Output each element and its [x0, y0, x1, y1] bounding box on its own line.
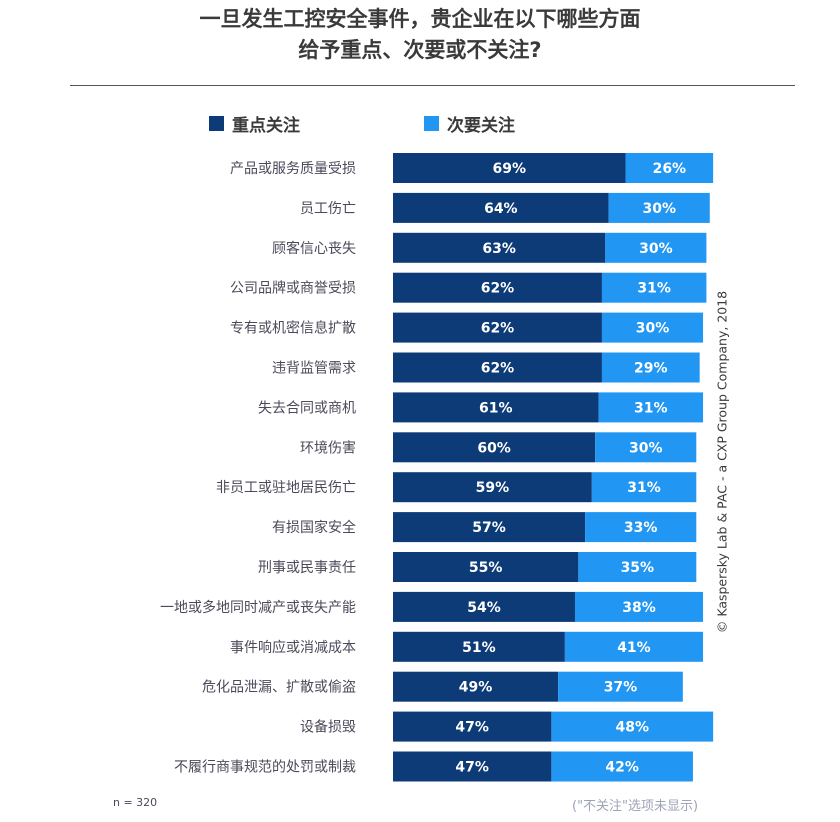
value-label-primary: 59%	[476, 480, 510, 496]
legend-label-secondary: 次要关注	[447, 116, 515, 136]
value-label-secondary: 35%	[621, 560, 655, 576]
value-label-secondary: 48%	[616, 720, 650, 736]
chart-title-line1: 一旦发生工控安全事件，贵企业在以下哪些方面	[199, 7, 641, 31]
bar-primary	[393, 631, 565, 662]
category-label: 刑事或民事责任	[258, 560, 356, 576]
bar-primary	[393, 472, 592, 503]
value-label-primary: 51%	[462, 640, 496, 656]
title-divider	[70, 85, 795, 86]
value-label-secondary: 30%	[636, 321, 670, 337]
value-label-secondary: 38%	[622, 600, 656, 616]
category-label: 公司品牌或商誉受损	[230, 280, 356, 297]
value-label-secondary: 26%	[653, 161, 687, 177]
category-label: 设备损毁	[300, 719, 356, 736]
value-label-secondary: 29%	[634, 361, 668, 377]
bar-secondary	[591, 472, 697, 503]
value-label-primary: 62%	[481, 281, 515, 297]
chart-title: 一旦发生工控安全事件，贵企业在以下哪些方面 给予重点、次要或不关注?	[0, 4, 840, 66]
value-label-primary: 47%	[455, 720, 489, 736]
bar-primary	[393, 392, 599, 423]
bar-secondary	[574, 591, 704, 622]
category-label: 产品或服务质量受损	[230, 161, 356, 177]
value-label-secondary: 30%	[639, 241, 673, 257]
bar-secondary	[605, 232, 707, 263]
category-label: 顾客信心丧失	[272, 240, 356, 257]
value-label-primary: 69%	[493, 161, 527, 177]
category-label: 不履行商事规范的处罚或制裁	[174, 759, 356, 776]
value-label-primary: 62%	[481, 361, 515, 377]
value-label-primary: 54%	[467, 600, 501, 616]
value-label-secondary: 30%	[642, 201, 676, 217]
legend-item-secondary: 次要关注	[424, 111, 515, 136]
legend-swatch-primary	[209, 116, 224, 131]
value-label-primary: 49%	[459, 680, 493, 696]
value-label-primary: 63%	[482, 241, 516, 257]
bar-primary	[393, 711, 552, 742]
bar-secondary	[601, 272, 707, 303]
value-label-primary: 64%	[484, 201, 518, 217]
chart-title-line2: 给予重点、次要或不关注?	[298, 38, 542, 62]
value-label-secondary: 31%	[627, 480, 661, 496]
category-label: 违背监管需求	[272, 361, 356, 377]
value-label-secondary: 37%	[604, 680, 638, 696]
bar-secondary	[564, 631, 704, 662]
value-label-primary: 57%	[472, 520, 506, 536]
bar-secondary	[625, 153, 714, 183]
bar-primary	[393, 591, 575, 622]
bar-secondary	[601, 312, 704, 343]
value-label-primary: 61%	[479, 400, 513, 416]
legend-item-primary: 重点关注	[209, 111, 300, 136]
category-label: 环境伤害	[300, 440, 356, 456]
not-shown-note: ("不关注"选项未显示)	[572, 799, 699, 814]
value-label-secondary: 31%	[634, 400, 668, 416]
bar-primary	[393, 153, 626, 183]
bar-primary	[393, 312, 602, 343]
bar-primary	[393, 352, 602, 383]
value-label-secondary: 33%	[624, 520, 658, 536]
bar-primary	[393, 512, 586, 543]
bar-primary	[393, 671, 559, 702]
category-label: 一地或多地同时减产或丧失产能	[160, 599, 356, 616]
value-label-primary: 47%	[455, 760, 489, 776]
category-label: 事件响应或消减成本	[230, 639, 356, 656]
copyright-credit: © Kaspersky Lab & PAC - a CXP Group Comp…	[714, 290, 730, 634]
category-label: 员工伤亡	[300, 201, 356, 217]
bar-secondary	[608, 192, 710, 223]
value-label-primary: 55%	[469, 560, 503, 576]
value-label-secondary: 30%	[629, 440, 663, 456]
bar-primary	[393, 432, 596, 463]
value-label-primary: 62%	[481, 321, 515, 337]
bar-secondary	[585, 512, 697, 543]
bar-secondary	[595, 432, 697, 463]
bar-secondary	[558, 671, 683, 702]
category-label: 专有或机密信息扩散	[230, 320, 356, 337]
category-label: 有损国家安全	[272, 519, 356, 536]
value-label-secondary: 42%	[605, 760, 639, 776]
value-label-secondary: 41%	[617, 640, 651, 656]
bar-secondary	[551, 751, 693, 782]
category-label: 非员工或驻地居民伤亡	[216, 480, 356, 496]
sample-size-note: n = 320	[113, 796, 158, 809]
category-label: 失去合同或商机	[258, 400, 356, 416]
legend-swatch-secondary	[424, 116, 439, 131]
category-label: 危化品泄漏、扩散或偷盗	[202, 680, 356, 696]
bar-secondary	[598, 392, 704, 423]
value-label-secondary: 31%	[637, 281, 671, 297]
bar-secondary	[578, 552, 697, 582]
bar-secondary	[601, 352, 700, 383]
value-label-primary: 60%	[477, 440, 511, 456]
bar-primary	[393, 751, 552, 782]
bar-primary	[393, 552, 579, 582]
legend-label-primary: 重点关注	[232, 116, 300, 136]
bar-secondary	[551, 711, 714, 742]
bar-primary	[393, 272, 602, 303]
bar-primary	[393, 192, 609, 223]
bar-primary	[393, 232, 606, 263]
